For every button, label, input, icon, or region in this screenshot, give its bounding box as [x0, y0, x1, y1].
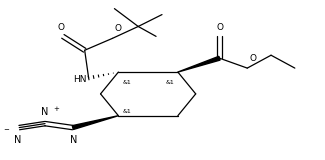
Text: O: O [216, 23, 223, 32]
Text: HN: HN [73, 75, 87, 84]
Polygon shape [72, 116, 118, 129]
Text: &1: &1 [122, 80, 131, 85]
Text: N: N [41, 107, 49, 117]
Text: N: N [14, 135, 21, 144]
Text: O: O [58, 23, 64, 32]
Text: O: O [249, 54, 256, 63]
Polygon shape [178, 56, 220, 72]
Text: &1: &1 [122, 109, 131, 114]
Text: O: O [114, 24, 122, 33]
Text: N: N [70, 135, 77, 144]
Text: &1: &1 [165, 80, 174, 85]
Text: +: + [53, 106, 59, 112]
Text: −: − [4, 127, 9, 133]
